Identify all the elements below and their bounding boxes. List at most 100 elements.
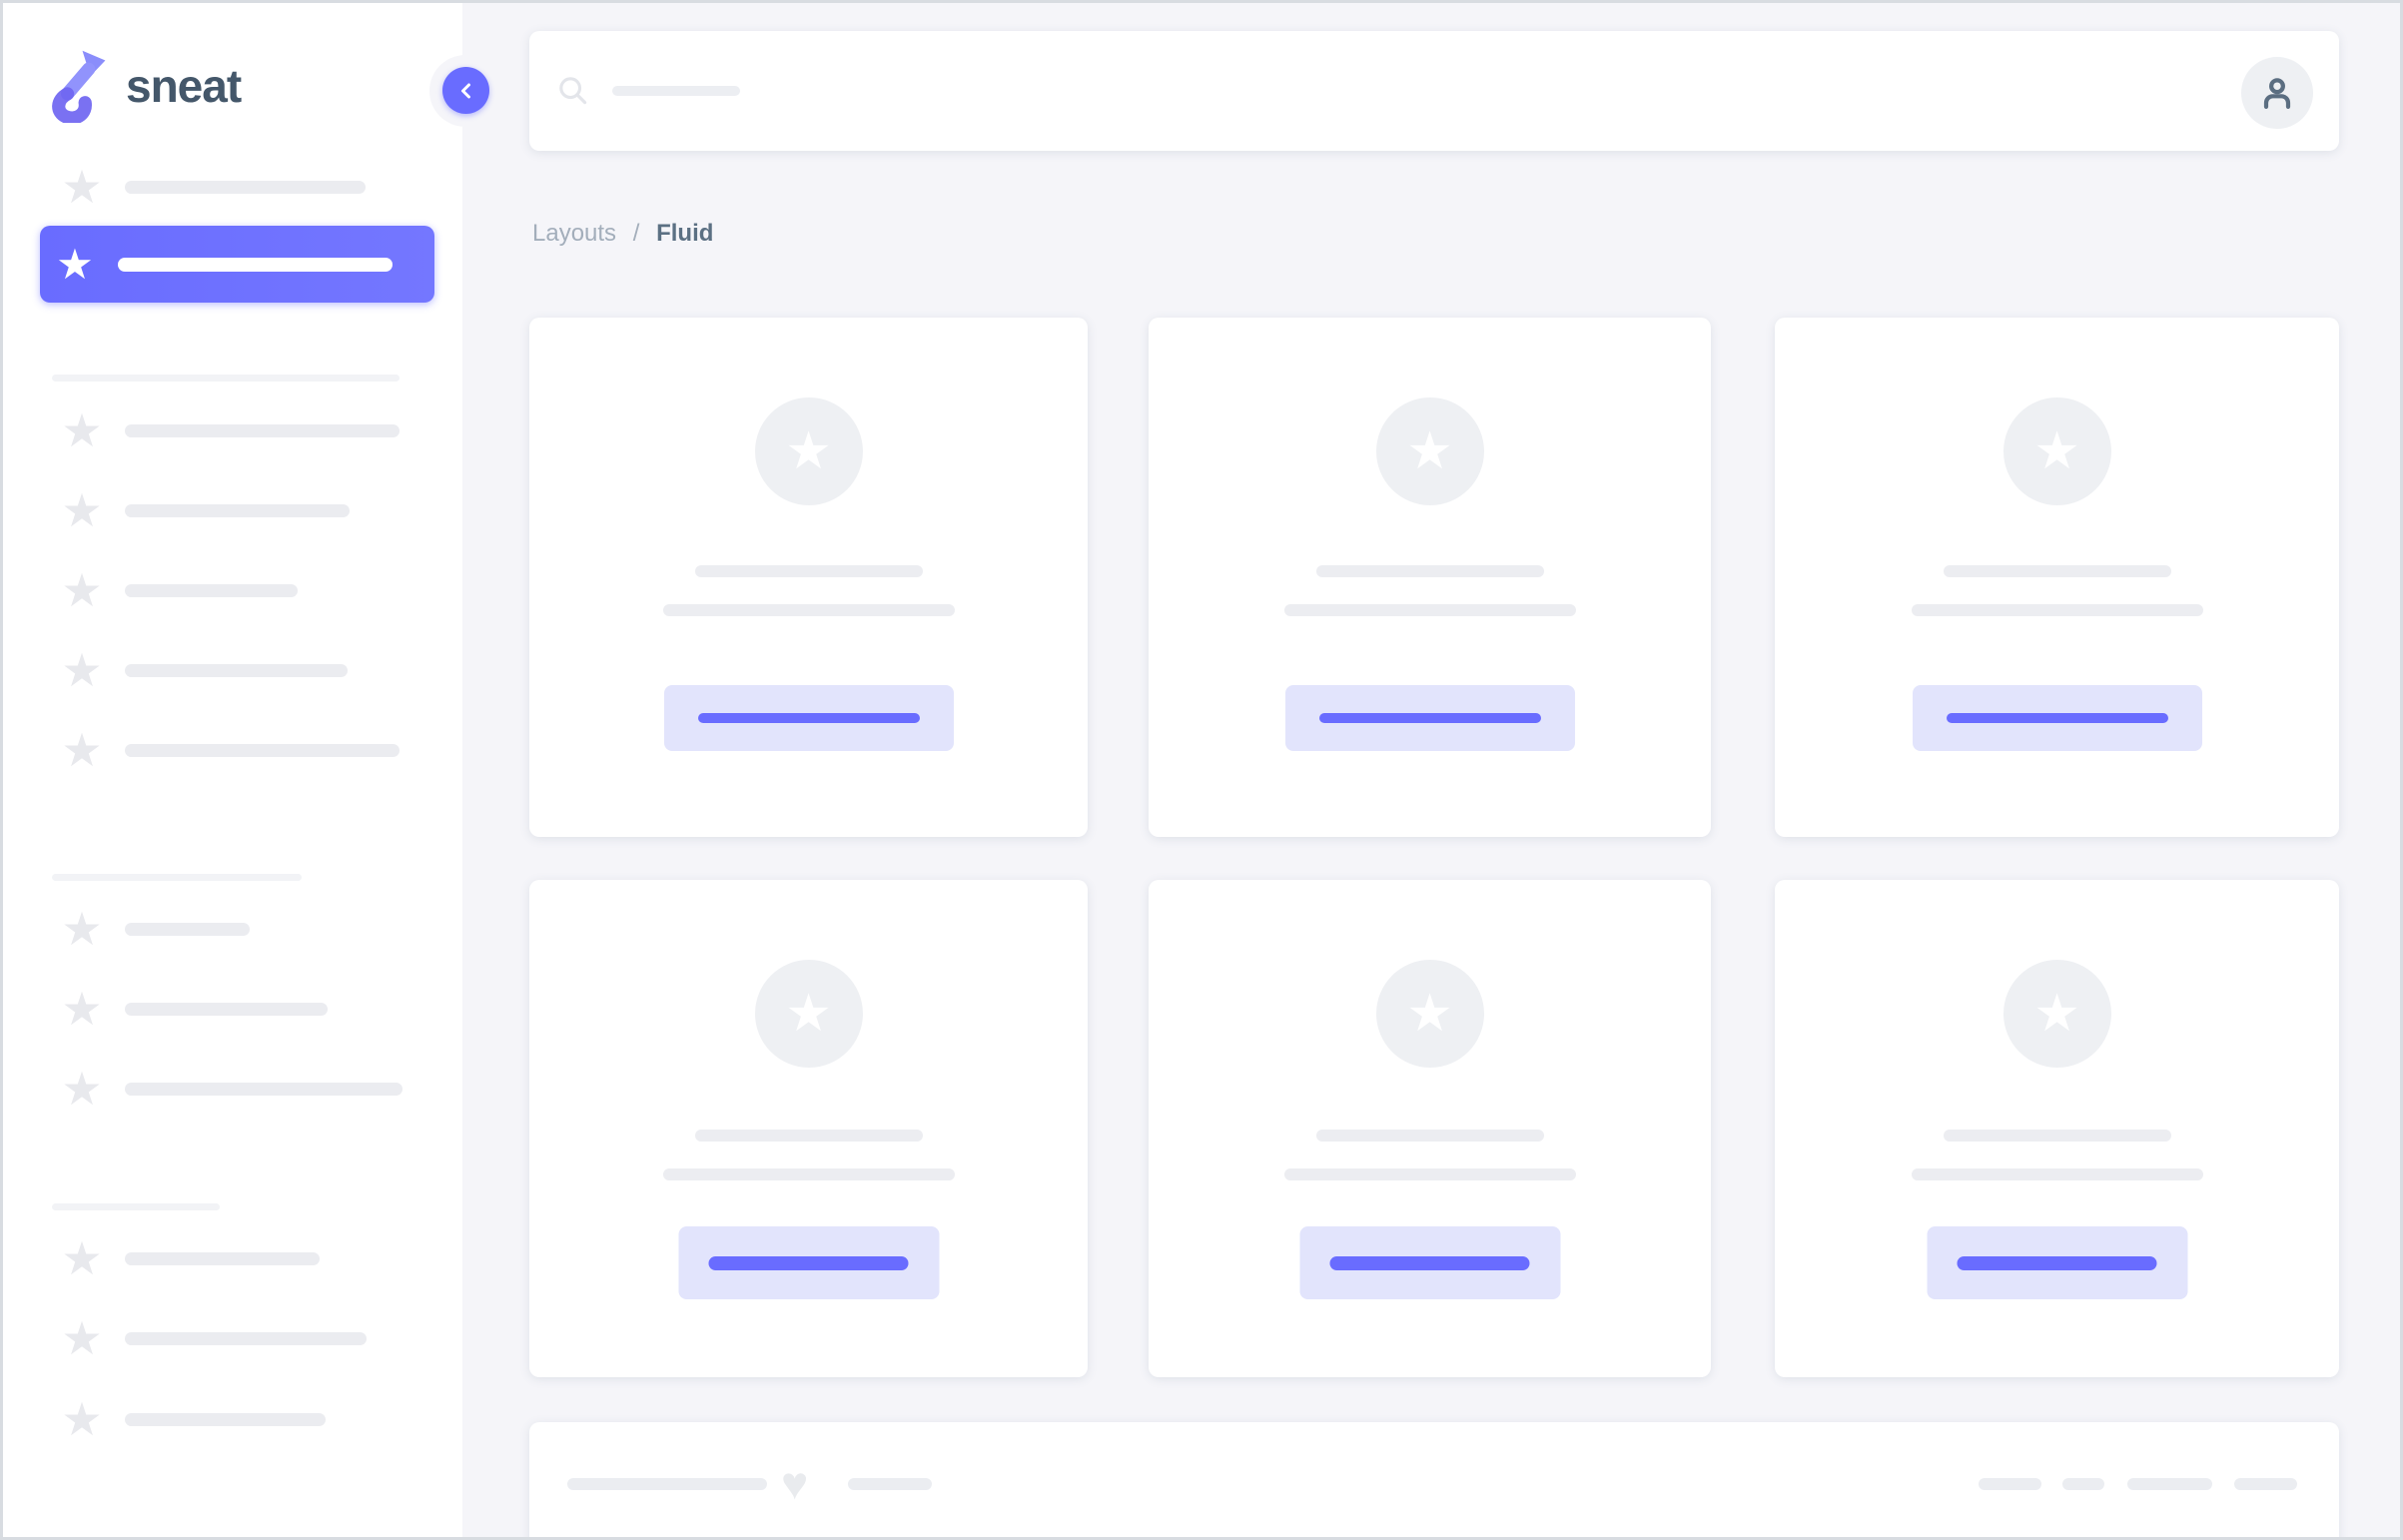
avatar-circle: ★	[1375, 960, 1484, 1068]
skeleton-bar	[1318, 713, 1541, 723]
button-placeholder[interactable]	[1284, 685, 1575, 751]
sidebar: sneat ★ ★ ★ ★ ★ ★ ★	[3, 3, 462, 1537]
skeleton-bar	[708, 1255, 909, 1270]
sidebar-item[interactable]: ★	[60, 983, 328, 1035]
skeleton-bar	[125, 922, 250, 936]
skeleton-bar	[125, 503, 350, 517]
avatar-circle: ★	[754, 397, 863, 505]
avatar-circle: ★	[1375, 397, 1484, 505]
skeleton-bar	[125, 180, 366, 194]
skeleton-bar	[1329, 1255, 1530, 1270]
skeleton-bar	[694, 565, 923, 577]
sidebar-item[interactable]: ★	[60, 1393, 326, 1445]
star-icon: ★	[61, 1232, 103, 1284]
skeleton-card: ★	[529, 318, 1088, 837]
section-divider	[52, 874, 302, 881]
skeleton-card: ★	[1775, 880, 2339, 1377]
skeleton-bar	[1943, 565, 2171, 577]
star-icon: ★	[61, 983, 103, 1035]
skeleton-bar	[662, 604, 955, 616]
sidebar-item[interactable]: ★	[60, 903, 250, 955]
skeleton-bar	[1979, 1478, 2041, 1490]
star-icon: ★	[61, 161, 103, 213]
skeleton-bar	[118, 257, 393, 272]
skeleton-bar	[567, 1478, 767, 1490]
sidebar-item[interactable]: ★	[60, 1312, 367, 1364]
sidebar-collapse-button[interactable]	[442, 67, 489, 114]
search-input[interactable]	[556, 31, 1455, 151]
star-icon: ★	[61, 1312, 103, 1364]
skeleton-bar	[1943, 1130, 2171, 1142]
avatar-circle: ★	[754, 960, 863, 1068]
star-icon: ★	[61, 724, 103, 776]
heart-icon: ♥	[781, 1457, 809, 1509]
user-icon	[2255, 71, 2299, 115]
user-avatar-button[interactable]	[2241, 57, 2313, 129]
sidebar-item[interactable]: ★	[60, 644, 348, 696]
footer-card: ♥	[529, 1422, 2339, 1537]
skeleton-bar	[1957, 1255, 2157, 1270]
app-title: sneat	[126, 60, 242, 112]
button-placeholder[interactable]	[678, 1226, 939, 1299]
skeleton-bar	[125, 583, 298, 597]
skeleton-card: ★	[1149, 318, 1711, 837]
chevron-left-icon	[454, 79, 478, 103]
breadcrumb-separator: /	[632, 220, 640, 247]
sidebar-item[interactable]: ★	[60, 404, 400, 456]
star-icon: ★	[61, 484, 103, 536]
skeleton-card: ★	[1775, 318, 2339, 837]
star-icon: ★	[1406, 985, 1453, 1043]
top-navbar	[529, 31, 2339, 151]
breadcrumb-item-current: Fluid	[656, 220, 714, 247]
skeleton-bar	[2234, 1478, 2297, 1490]
search-placeholder-skeleton	[612, 86, 740, 96]
sidebar-item[interactable]: ★	[60, 484, 350, 536]
sidebar-item[interactable]: ★	[60, 567, 298, 613]
skeleton-bar	[1946, 713, 2168, 723]
skeleton-bar	[125, 663, 348, 677]
skeleton-bar	[1315, 565, 1544, 577]
star-icon: ★	[61, 644, 103, 696]
star-icon: ★	[61, 903, 103, 955]
skeleton-bar	[125, 1331, 367, 1345]
sidebar-item[interactable]: ★	[60, 1063, 402, 1115]
star-icon: ★	[2033, 985, 2080, 1043]
skeleton-bar	[125, 743, 400, 757]
sidebar-item-active[interactable]: ★	[40, 226, 434, 303]
skeleton-bar	[697, 713, 920, 723]
skeleton-bar	[125, 1002, 328, 1016]
button-placeholder[interactable]	[1927, 1226, 2187, 1299]
star-icon: ★	[785, 422, 832, 480]
skeleton-bar	[694, 1130, 923, 1142]
skeleton-bar	[125, 1251, 320, 1265]
avatar-circle: ★	[2002, 960, 2111, 1068]
star-icon: ★	[1406, 422, 1453, 480]
breadcrumb: Layouts / Fluid	[532, 217, 713, 251]
button-placeholder[interactable]	[1299, 1226, 1560, 1299]
skeleton-bar	[662, 1168, 955, 1180]
skeleton-bar	[1911, 604, 2203, 616]
star-icon: ★	[785, 985, 832, 1043]
section-divider	[52, 375, 400, 382]
button-placeholder[interactable]	[663, 685, 954, 751]
star-icon: ★	[61, 1393, 103, 1445]
sidebar-item[interactable]: ★	[60, 1232, 320, 1284]
skeleton-bar	[1283, 604, 1576, 616]
skeleton-bar	[1911, 1168, 2203, 1180]
star-icon: ★	[61, 404, 103, 456]
sidebar-item[interactable]: ★	[60, 724, 400, 776]
star-icon: ★	[2033, 422, 2080, 480]
star-icon: ★	[56, 240, 94, 288]
section-divider	[52, 1203, 220, 1210]
star-icon: ★	[61, 1063, 103, 1115]
skeleton-bar	[2062, 1478, 2104, 1490]
breadcrumb-item-layouts[interactable]: Layouts	[532, 220, 617, 247]
sidebar-item[interactable]: ★	[60, 161, 366, 213]
skeleton-bar	[1283, 1168, 1576, 1180]
button-placeholder[interactable]	[1912, 685, 2202, 751]
skeleton-bar	[2127, 1478, 2212, 1490]
brand[interactable]: sneat	[48, 49, 242, 123]
skeleton-bar	[1315, 1130, 1544, 1142]
skeleton-card: ★	[1149, 880, 1711, 1377]
